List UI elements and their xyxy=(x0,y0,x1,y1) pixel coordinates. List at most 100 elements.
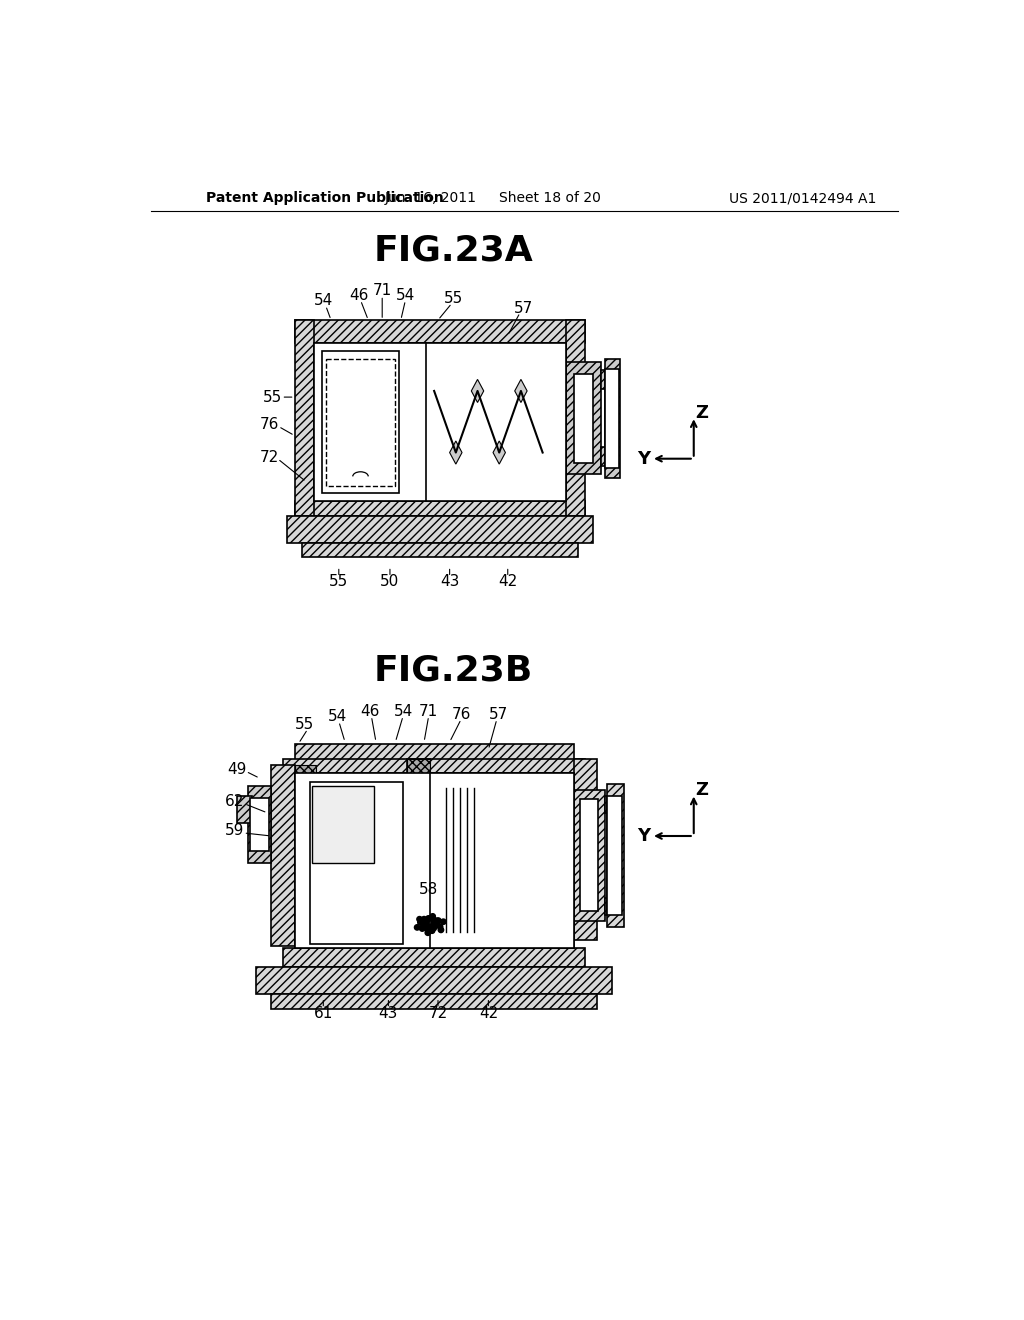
Circle shape xyxy=(426,916,431,921)
Text: Sheet 18 of 20: Sheet 18 of 20 xyxy=(500,191,601,206)
Text: 50: 50 xyxy=(380,574,399,590)
Bar xyxy=(566,321,586,516)
Circle shape xyxy=(430,913,435,919)
Text: 55: 55 xyxy=(263,389,283,405)
Bar xyxy=(326,359,395,486)
Polygon shape xyxy=(515,379,527,403)
Bar xyxy=(573,789,604,921)
Text: 62: 62 xyxy=(225,793,245,809)
Text: FIG.23B: FIG.23B xyxy=(374,653,534,688)
Bar xyxy=(311,785,374,863)
Text: Z: Z xyxy=(695,781,708,799)
Bar xyxy=(403,343,426,358)
Bar xyxy=(604,796,618,813)
Circle shape xyxy=(428,924,433,929)
Bar xyxy=(601,370,616,389)
Text: 55: 55 xyxy=(295,717,314,731)
Text: 42: 42 xyxy=(479,1006,498,1020)
Text: Z: Z xyxy=(695,404,708,421)
Bar xyxy=(322,351,399,494)
Circle shape xyxy=(431,921,437,927)
Circle shape xyxy=(425,927,431,933)
Text: US 2011/0142494 A1: US 2011/0142494 A1 xyxy=(728,191,876,206)
Bar xyxy=(271,766,295,946)
Bar xyxy=(295,766,316,775)
Polygon shape xyxy=(471,379,483,403)
Circle shape xyxy=(430,916,435,921)
Circle shape xyxy=(421,916,427,921)
Text: 46: 46 xyxy=(349,288,369,304)
Text: 54: 54 xyxy=(328,709,347,725)
Text: 43: 43 xyxy=(440,574,460,590)
Bar xyxy=(295,321,314,516)
Bar xyxy=(271,994,597,1010)
Polygon shape xyxy=(450,441,462,465)
Bar xyxy=(287,516,593,544)
Text: Patent Application Publication: Patent Application Publication xyxy=(206,191,443,206)
Circle shape xyxy=(431,925,436,931)
Bar xyxy=(573,759,597,940)
Bar xyxy=(566,363,601,474)
Text: FIG.23A: FIG.23A xyxy=(374,234,534,268)
Bar xyxy=(310,781,403,944)
Bar xyxy=(607,784,624,927)
Text: 55: 55 xyxy=(443,290,463,306)
Circle shape xyxy=(435,917,441,923)
Bar xyxy=(302,544,578,557)
Text: 76: 76 xyxy=(452,706,471,722)
Bar xyxy=(580,799,598,911)
Bar xyxy=(237,796,252,822)
Circle shape xyxy=(434,917,439,924)
Text: 58: 58 xyxy=(419,882,438,898)
Bar xyxy=(407,759,430,948)
Circle shape xyxy=(420,925,425,931)
Text: 71: 71 xyxy=(373,284,392,298)
Bar xyxy=(314,343,328,358)
Circle shape xyxy=(440,919,446,924)
Text: 61: 61 xyxy=(313,1006,333,1020)
Bar xyxy=(314,343,566,502)
Bar xyxy=(314,351,328,494)
Circle shape xyxy=(424,919,429,924)
Bar xyxy=(604,368,618,469)
Bar xyxy=(607,796,623,915)
Bar xyxy=(283,948,586,966)
Bar xyxy=(283,759,586,774)
Bar xyxy=(426,343,566,502)
Text: 72: 72 xyxy=(428,1006,447,1020)
Bar xyxy=(573,374,593,462)
Text: 54: 54 xyxy=(396,288,415,304)
Text: 57: 57 xyxy=(514,301,532,315)
Text: 54: 54 xyxy=(393,704,413,719)
Text: Y: Y xyxy=(637,450,650,467)
Bar xyxy=(248,785,271,863)
Text: Jun. 16, 2011: Jun. 16, 2011 xyxy=(384,191,476,206)
Circle shape xyxy=(429,928,435,933)
Circle shape xyxy=(418,920,423,925)
Bar xyxy=(430,774,573,948)
Bar xyxy=(295,774,573,948)
Bar xyxy=(604,359,621,478)
Circle shape xyxy=(424,925,429,931)
Text: 57: 57 xyxy=(488,706,508,722)
Bar xyxy=(250,797,269,851)
Bar xyxy=(403,343,426,502)
Bar xyxy=(407,759,430,774)
Bar xyxy=(295,774,310,948)
Circle shape xyxy=(434,921,440,927)
Text: Y: Y xyxy=(637,828,650,845)
Circle shape xyxy=(415,925,420,931)
Circle shape xyxy=(417,916,422,921)
Bar xyxy=(256,966,612,994)
Polygon shape xyxy=(493,441,506,465)
Circle shape xyxy=(425,931,430,936)
Bar xyxy=(604,898,618,915)
Circle shape xyxy=(431,919,436,924)
Text: 72: 72 xyxy=(259,450,279,465)
Text: 55: 55 xyxy=(329,574,348,590)
Bar xyxy=(295,743,573,766)
Circle shape xyxy=(424,921,429,927)
Circle shape xyxy=(421,921,426,927)
Text: 54: 54 xyxy=(313,293,333,309)
Bar xyxy=(295,321,586,343)
